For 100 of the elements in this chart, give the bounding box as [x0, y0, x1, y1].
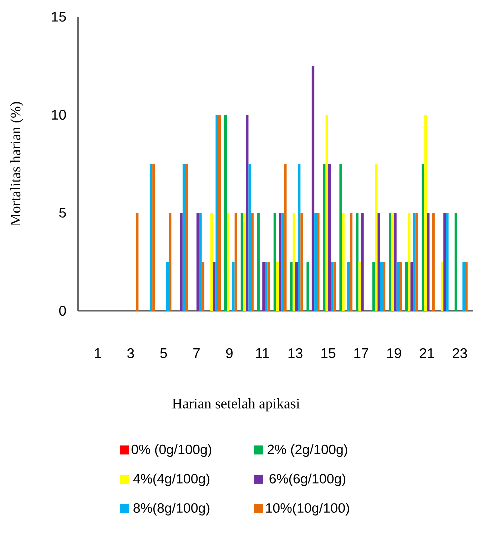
- bar: [347, 262, 350, 311]
- x-tick-label: 9: [226, 348, 233, 358]
- x-tick-label: 19: [388, 348, 402, 358]
- bar: [210, 213, 214, 311]
- x-tick-label: 17: [354, 348, 368, 358]
- bar: [454, 213, 458, 311]
- bar: [413, 213, 416, 311]
- bar: [290, 262, 293, 311]
- bar: [218, 115, 222, 311]
- bar: [240, 213, 244, 311]
- bar: [378, 213, 380, 311]
- bar: [246, 115, 249, 311]
- y-tick-label: 15: [52, 12, 66, 22]
- bar: [323, 164, 326, 311]
- bar: [444, 213, 446, 311]
- x-axis-title: Harian setelah apikasi: [172, 398, 300, 412]
- bar: [300, 213, 304, 311]
- bar: [441, 262, 444, 311]
- bar: [295, 262, 298, 311]
- bar: [312, 66, 315, 311]
- x-tick-label: 5: [160, 348, 168, 358]
- legend-label: 0% (0g/100g): [132, 444, 212, 458]
- legend-label: 2% (2g/100g): [268, 444, 348, 458]
- bar: [166, 262, 170, 311]
- x-tick-label: 13: [288, 348, 303, 358]
- bar: [224, 115, 228, 311]
- bar: [340, 164, 342, 311]
- bar: [196, 213, 200, 311]
- bar: [465, 262, 468, 311]
- bar: [361, 213, 364, 311]
- bar: [422, 164, 425, 311]
- y-axis-title: Mortalitas harian (%): [10, 102, 24, 226]
- bar: [180, 213, 183, 311]
- bar: [279, 213, 282, 311]
- bar: [234, 213, 238, 311]
- bar: [152, 164, 156, 311]
- bar: [314, 213, 318, 311]
- bar: [356, 213, 359, 311]
- bar: [306, 262, 310, 311]
- bar: [372, 262, 376, 311]
- bar: [282, 213, 284, 311]
- bar: [382, 262, 386, 311]
- bar: [274, 213, 276, 311]
- bar: [268, 262, 270, 311]
- bar: [358, 262, 362, 311]
- bar: [416, 213, 418, 311]
- bar: [350, 213, 353, 311]
- bar: [202, 262, 205, 311]
- bar: [232, 262, 235, 311]
- bar: [342, 213, 345, 311]
- x-tick-label: 23: [452, 348, 468, 358]
- bar: [331, 262, 334, 311]
- bar: [169, 213, 172, 311]
- bar: [396, 262, 400, 311]
- bar: [182, 164, 186, 311]
- bar: [408, 213, 411, 311]
- bar: [392, 213, 394, 311]
- bar: [410, 262, 414, 311]
- bar: [136, 213, 139, 311]
- bar: [462, 262, 466, 311]
- y-tick-label: 5: [59, 208, 66, 218]
- bar: [227, 213, 230, 311]
- bar: [406, 262, 408, 311]
- bar: [298, 164, 301, 311]
- bar: [251, 213, 254, 311]
- bar: [185, 164, 188, 311]
- legend-label: 4%(4g/100g): [134, 474, 210, 486]
- bar: [334, 262, 336, 311]
- bar: [389, 213, 392, 311]
- bar: [446, 213, 449, 311]
- bar: [150, 164, 153, 311]
- bar: [262, 262, 266, 311]
- legend-label: 6%(6g/100g): [270, 474, 346, 486]
- bar: [265, 262, 268, 311]
- bar: [380, 262, 383, 311]
- bar: [424, 115, 428, 311]
- bar: [248, 164, 252, 311]
- bar: [199, 213, 202, 311]
- bar: [427, 213, 430, 311]
- y-tick-label: 10: [52, 110, 66, 120]
- x-tick-label: 21: [420, 348, 434, 358]
- bar: [326, 115, 328, 311]
- bar: [276, 262, 280, 311]
- x-tick-label: 15: [322, 348, 336, 358]
- bar: [317, 213, 320, 311]
- bar: [292, 213, 296, 311]
- x-tick-label: 3: [128, 348, 134, 358]
- bar: [257, 213, 260, 311]
- bar: [394, 213, 397, 311]
- bar: [284, 164, 287, 311]
- bar: [432, 213, 435, 311]
- x-tick-label: 1: [95, 348, 102, 358]
- bar: [244, 213, 246, 311]
- bar: [375, 164, 378, 311]
- bar: [213, 262, 216, 311]
- x-tick-label: 11: [256, 348, 270, 358]
- y-tick-label: 0: [59, 306, 66, 316]
- bar: [399, 262, 402, 311]
- legend-label: 10%(10g/100): [266, 503, 350, 516]
- x-tick-label: 7: [194, 348, 200, 358]
